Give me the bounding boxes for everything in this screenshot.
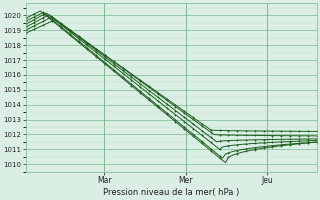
X-axis label: Pression niveau de la mer( hPa ): Pression niveau de la mer( hPa ) xyxy=(103,188,239,197)
